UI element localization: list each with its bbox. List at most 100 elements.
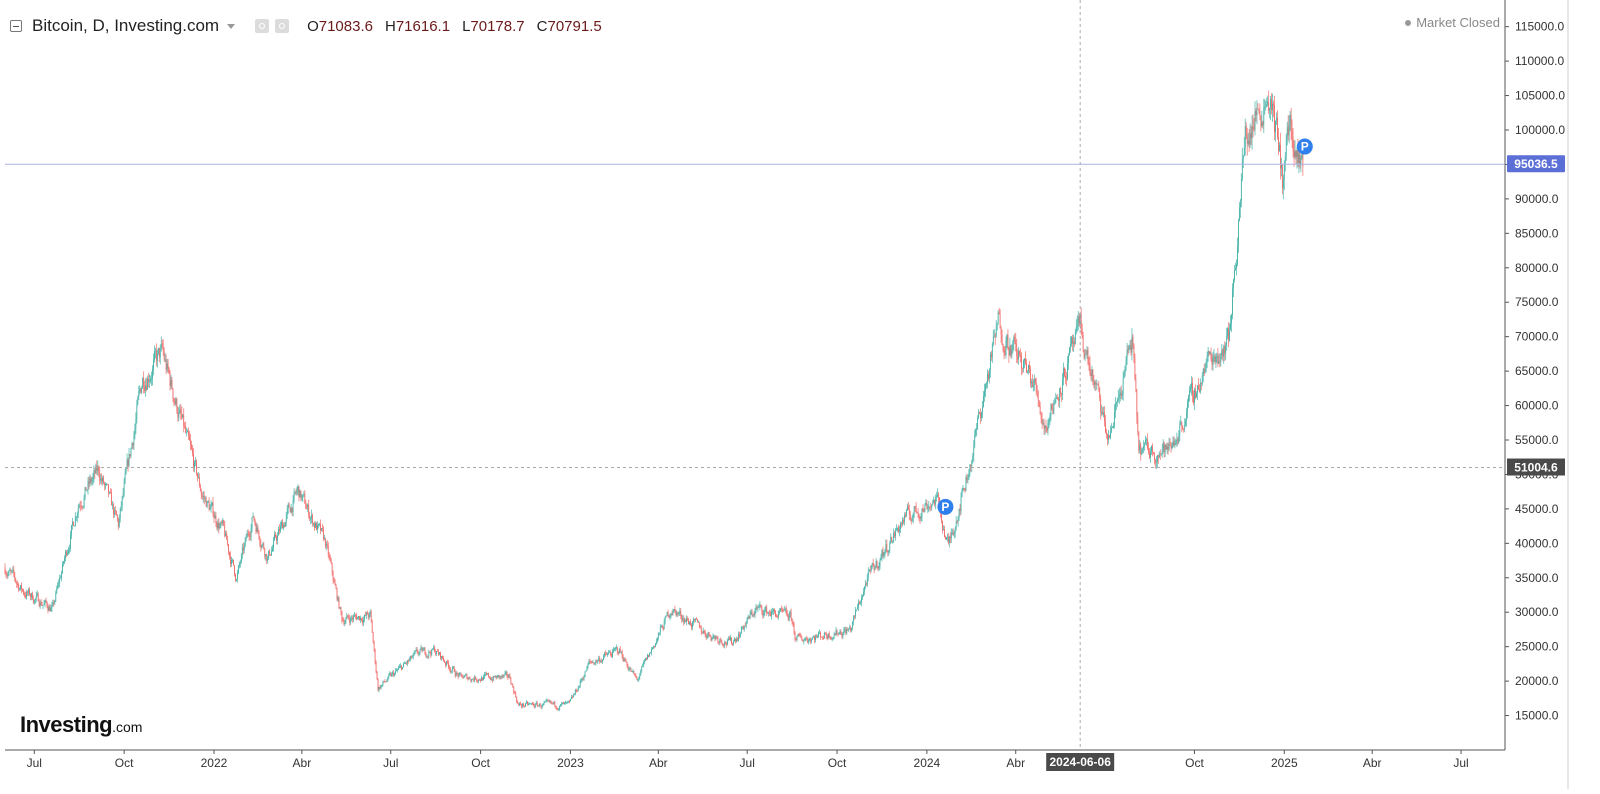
- candle-body: [730, 637, 731, 640]
- candle-body: [798, 634, 800, 636]
- candle-body: [510, 678, 512, 685]
- candle-body: [1062, 378, 1063, 395]
- candle-body: [1145, 439, 1146, 444]
- candle-body: [971, 460, 973, 467]
- candle-body: [713, 635, 715, 637]
- collapse-legend-icon[interactable]: [10, 20, 22, 32]
- candle-body: [462, 677, 464, 679]
- candle-body: [370, 611, 372, 621]
- candle-body: [941, 512, 942, 521]
- candle-body: [611, 654, 612, 657]
- candle-body: [876, 561, 878, 567]
- candle-body: [448, 662, 449, 668]
- candle-body: [540, 706, 542, 708]
- chevron-down-icon[interactable]: [227, 23, 236, 29]
- candle-body: [457, 673, 459, 677]
- candle-body: [316, 523, 317, 531]
- candle-body: [912, 513, 914, 519]
- candle-body: [899, 529, 900, 532]
- time-tick-label: 2024: [914, 756, 941, 770]
- candle-body: [653, 645, 654, 648]
- candle-body: [569, 700, 570, 702]
- candle-body: [132, 443, 134, 446]
- candle-body: [765, 606, 767, 611]
- settings-gear-icon[interactable]: [275, 19, 290, 33]
- candle-body: [497, 675, 499, 677]
- candle-body: [634, 674, 636, 676]
- candle-body: [675, 609, 677, 615]
- candle-body: [92, 476, 94, 481]
- candle-body: [764, 610, 766, 613]
- candle-body: [431, 649, 433, 656]
- candle-body: [1083, 350, 1085, 358]
- candle-body: [906, 506, 908, 511]
- candle-body: [209, 508, 211, 510]
- candle-body: [505, 671, 507, 674]
- candle-body: [1163, 442, 1165, 453]
- candle-body: [752, 614, 754, 616]
- candle-body: [1124, 365, 1126, 374]
- candle-body: [1194, 389, 1195, 403]
- candle-body: [895, 529, 896, 537]
- candle-body: [1042, 423, 1044, 424]
- candle-body: [1071, 337, 1072, 345]
- candle-body: [528, 704, 529, 705]
- candle-body: [347, 615, 349, 617]
- candle-body: [588, 661, 590, 665]
- candle-body: [836, 630, 838, 634]
- candle-body: [312, 514, 313, 524]
- candle-body: [710, 636, 712, 641]
- candle-body: [657, 633, 659, 638]
- candle-body: [904, 515, 905, 522]
- candle-body: [747, 616, 749, 618]
- candle-body: [1142, 449, 1144, 452]
- time-tick-label: Abr: [1006, 756, 1025, 770]
- candle-body: [1125, 359, 1127, 366]
- candle-body: [1084, 354, 1086, 358]
- candle-body: [434, 647, 436, 652]
- visibility-eye-icon[interactable]: [255, 19, 270, 33]
- candle-body: [647, 655, 648, 660]
- candle-body: [233, 559, 234, 566]
- candle-body: [544, 701, 546, 703]
- candle-body: [41, 605, 43, 606]
- candle-body: [1281, 165, 1282, 169]
- candle-body: [1158, 453, 1160, 458]
- candle-body: [719, 639, 721, 643]
- candle-body: [71, 525, 72, 536]
- candle-body: [1100, 398, 1102, 414]
- candle-body: [733, 641, 734, 644]
- candle-body: [1065, 376, 1066, 379]
- candle-body: [1120, 392, 1122, 397]
- candle-body: [927, 508, 929, 509]
- candle-body: [615, 647, 616, 649]
- candle-body: [394, 673, 395, 676]
- candle-body: [1186, 411, 1187, 421]
- time-tick-label: Jul: [27, 756, 42, 770]
- candle-body: [1093, 381, 1095, 385]
- candle-body: [815, 636, 816, 641]
- candle-body: [1188, 396, 1189, 402]
- candle-body: [242, 547, 244, 551]
- candle-body: [945, 536, 946, 540]
- candle-body: [333, 580, 335, 583]
- candle-body: [593, 662, 595, 665]
- candle-body: [364, 615, 365, 620]
- candle-body: [881, 550, 883, 557]
- symbol-title[interactable]: Bitcoin, D, Investing.com: [32, 16, 220, 35]
- candle-body: [893, 532, 895, 542]
- candle-body: [882, 550, 884, 556]
- candle-body: [346, 615, 348, 620]
- candle-body: [965, 477, 967, 491]
- candle-body: [573, 695, 574, 698]
- candle-body: [353, 616, 354, 620]
- candle-body: [1114, 411, 1115, 426]
- candle-body: [259, 537, 261, 545]
- candle-body: [174, 401, 176, 405]
- candle-body: [1135, 379, 1137, 389]
- candle-body: [25, 595, 26, 598]
- candle-body: [580, 679, 582, 681]
- candle-body: [617, 651, 619, 654]
